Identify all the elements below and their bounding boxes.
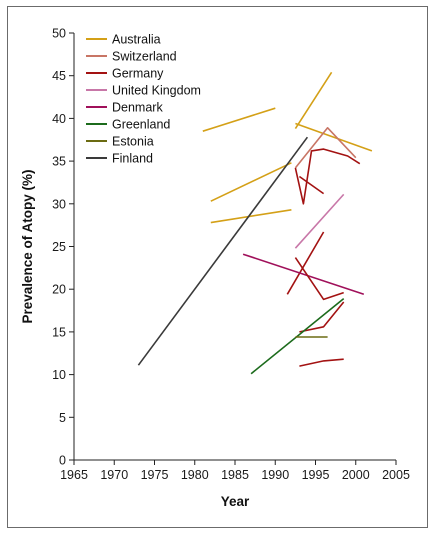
australia-line [210,162,292,202]
legend-label: Finland [112,152,153,166]
study-line [294,257,344,301]
legend-item-estonia: Estonia [86,135,154,149]
germany-line [299,358,344,367]
y-tick-label: 40 [52,112,66,126]
legend-label: Australia [112,33,161,47]
series-finland [137,136,309,366]
x-tick-label: 1995 [302,468,330,482]
x-tick-label: 1980 [181,468,209,482]
legend-label: Denmark [112,101,163,115]
y-tick-label: 10 [52,368,66,382]
y-tick-label: 20 [52,283,66,297]
y-axis-title: Prevalence of Atopy (%) [20,169,35,323]
australia-line [202,107,276,132]
y-tick-label: 0 [59,454,66,468]
x-tick-label: 1970 [100,468,128,482]
legend-item-denmark: Denmark [86,101,163,115]
series-switzerland [294,127,357,169]
germany-line [286,231,325,295]
y-tick-label: 5 [59,411,66,425]
legend-label: United Kingdom [112,84,201,98]
x-tick-label: 2005 [382,468,410,482]
united-kingdom-line [294,193,345,249]
series-greenland [250,297,345,375]
y-tick-label: 35 [52,155,66,169]
legend-item-germany: Germany [86,67,164,81]
y-tick-label: 15 [52,325,66,339]
x-tick-label: 2000 [342,468,370,482]
series-layer [137,71,373,375]
x-tick-label: 1985 [221,468,249,482]
australia-line [294,71,333,130]
legend-label: Estonia [112,135,154,149]
series-united-kingdom [294,193,345,249]
y-tick-label: 25 [52,240,66,254]
series-germany [286,148,361,367]
legend-item-switzerland: Switzerland [86,50,177,64]
germany-line [299,301,345,333]
finland-line [137,136,309,366]
x-axis-title: Year [221,494,250,509]
australia-line [210,209,292,224]
australia-line [295,122,373,152]
series-australia [202,71,373,224]
germany-line [298,175,325,195]
x-tick-label: 1965 [60,468,88,482]
y-tick-label: 50 [52,27,66,41]
germany-line [294,148,361,205]
y-tick-label: 45 [52,69,66,83]
greenland-line [250,297,345,375]
legend-label: Greenland [112,118,170,132]
legend-label: Germany [112,67,164,81]
x-tick-label: 1975 [141,468,169,482]
denmark-line [242,253,365,296]
figure-frame [7,6,428,528]
legend-label: Switzerland [112,50,177,64]
legend-item-finland: Finland [86,152,153,166]
chart-axes: 0 5 10 15 20 25 30 35 40 45 50 1965 1970 1975 1980 1985… [52,27,410,483]
legend-item-united-kingdom: United Kingdom [86,84,201,98]
y-tick-label: 30 [52,197,66,211]
x-tick-label: 1990 [261,468,289,482]
legend-item-greenland: Greenland [86,118,170,132]
series-denmark [242,253,365,296]
legend-item-australia: Australia [86,33,161,47]
chart-legend: Australia Switzerland Germany United Kingdo… [86,33,201,166]
switzerland-line [294,127,357,169]
